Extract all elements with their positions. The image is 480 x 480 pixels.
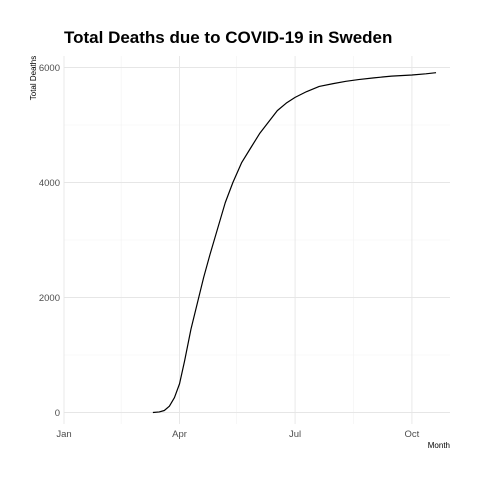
series-line-total-deaths — [153, 73, 436, 413]
x-axis-label: Month — [428, 441, 450, 450]
x-tick-label: Oct — [405, 429, 420, 440]
y-tick-label: 4000 — [39, 178, 60, 189]
y-axis-label: Total Deaths — [29, 56, 38, 100]
x-tick-label: Jul — [289, 429, 301, 440]
grid — [64, 56, 450, 424]
tick-labels: 0 2000 4000 6000 Jan Apr Jul Oct — [39, 63, 420, 440]
series-layer — [153, 73, 436, 413]
y-tick-label: 6000 — [39, 63, 60, 74]
y-tick-label: 2000 — [39, 293, 60, 304]
x-tick-label: Apr — [172, 429, 187, 440]
y-tick-label: 0 — [55, 408, 60, 419]
chart-title: Total Deaths due to COVID-19 in Sweden — [64, 28, 392, 47]
x-tick-label: Jan — [56, 429, 71, 440]
